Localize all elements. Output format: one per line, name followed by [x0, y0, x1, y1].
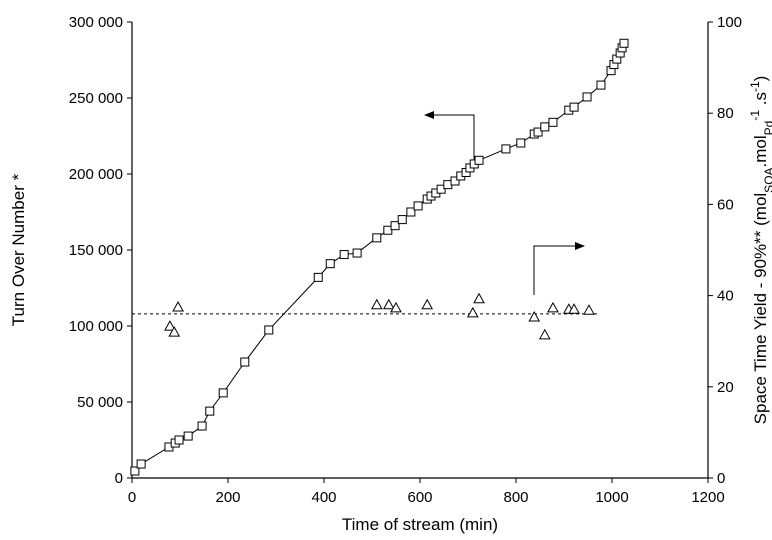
- triangle-marker: [164, 320, 176, 331]
- square-marker: [383, 225, 393, 235]
- square-marker: [474, 155, 484, 165]
- square-marker: [174, 435, 184, 445]
- x-tick-label: 200: [215, 489, 240, 506]
- square-marker: [397, 215, 407, 225]
- square-marker: [372, 233, 382, 243]
- triangle-marker: [172, 300, 184, 312]
- x-tick-label: 400: [311, 489, 336, 506]
- square-marker: [197, 421, 207, 431]
- y2-label-part: ): [751, 76, 770, 82]
- y2-label-part: SQA: [762, 167, 772, 192]
- x-tick-label: 1200: [691, 489, 724, 506]
- triangle-marker: [421, 298, 434, 310]
- y2-label-part: .s: [751, 92, 770, 110]
- y2-tick-label: 80: [717, 105, 734, 122]
- y2-label-part: .mol: [751, 135, 770, 167]
- y2-tick-label: 60: [717, 196, 734, 213]
- triangle-marker: [528, 311, 541, 322]
- y2-tick-label: 40: [717, 288, 734, 305]
- square-marker: [533, 127, 543, 137]
- y2-tick-label: 0: [717, 470, 725, 487]
- triangle-marker: [547, 301, 559, 313]
- triangle-marker: [568, 303, 580, 314]
- triangle-marker: [390, 301, 402, 313]
- y-tick-label: 100 000: [69, 318, 123, 335]
- triangle-marker: [538, 328, 551, 340]
- x-tick-label: 0: [128, 489, 136, 506]
- triangle-marker: [370, 298, 383, 310]
- square-marker: [413, 201, 423, 211]
- x-tick-label: 600: [407, 489, 432, 506]
- triangle-marker: [466, 306, 479, 318]
- arrow-right: [533, 242, 585, 295]
- square-marker: [582, 92, 592, 102]
- y2-label-part: Space Time Yield - 90%** (mol: [751, 193, 770, 425]
- triangle-marker: [473, 292, 485, 304]
- x-tick-label: 1000: [595, 489, 628, 506]
- square-marker: [136, 459, 146, 469]
- square-marker: [540, 122, 550, 132]
- x-axis-label: Time of stream (min): [342, 515, 498, 534]
- square-marker: [569, 102, 579, 112]
- y-tick-label: 200 000: [69, 166, 123, 183]
- y2-tick-label: 100: [717, 14, 742, 31]
- square-marker: [390, 221, 400, 231]
- x-tick-label: 800: [503, 489, 528, 506]
- square-marker: [264, 325, 274, 335]
- triangle-marker: [382, 298, 395, 310]
- axes: [131, 22, 709, 479]
- square-marker: [130, 466, 140, 476]
- square-marker: [516, 138, 526, 148]
- square-marker: [406, 207, 416, 217]
- square-marker: [313, 272, 323, 282]
- square-marker: [240, 357, 250, 367]
- square-marker: [596, 80, 606, 90]
- y-tick-label: 250 000: [69, 90, 123, 107]
- square-marker: [218, 388, 228, 398]
- y2-axis-label: Space Time Yield - 90%** (molSQA.molPd-1…: [748, 76, 772, 425]
- arrow-left: [424, 111, 475, 170]
- square-marker: [352, 248, 362, 258]
- square-marker: [619, 38, 629, 48]
- triangle-marker: [168, 326, 181, 337]
- y-tick-label: 50 000: [77, 394, 123, 411]
- square-marker: [436, 184, 446, 194]
- y-tick-label: 300 000: [69, 14, 123, 31]
- square-marker: [325, 259, 335, 269]
- square-marker: [501, 144, 511, 154]
- square-marker: [205, 406, 215, 416]
- y-axis-label: Turn Over Number *: [9, 173, 28, 326]
- y2-label-part: Pd: [762, 121, 772, 136]
- y2-label-part: -1: [748, 110, 762, 121]
- square-marker: [450, 176, 460, 186]
- triangle-marker: [583, 304, 595, 315]
- square-marker: [548, 117, 558, 127]
- y-tick-label: 150 000: [69, 242, 123, 259]
- y-tick-label: 0: [115, 470, 123, 487]
- square-marker: [339, 250, 349, 260]
- square-marker: [183, 431, 193, 441]
- y2-label-part: -1: [748, 81, 762, 92]
- y2-tick-label: 20: [717, 379, 734, 396]
